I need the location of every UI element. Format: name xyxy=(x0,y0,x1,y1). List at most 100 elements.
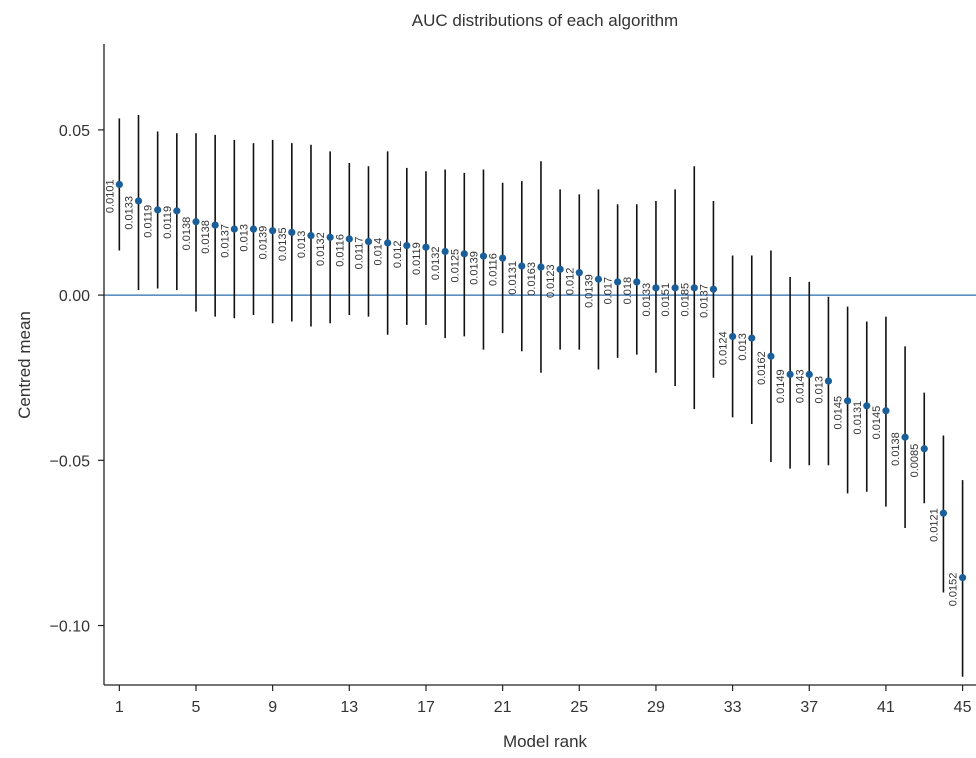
sd-label-36: 0.0149 xyxy=(775,369,787,403)
sd-label-23: 0.0163 xyxy=(526,262,538,296)
x-tick-label-33: 33 xyxy=(724,699,742,716)
mean-point-20 xyxy=(479,252,488,260)
sd-label-3: 0.0119 xyxy=(143,205,155,238)
sd-label-18: 0.0132 xyxy=(430,246,442,280)
x-tick-label-41: 41 xyxy=(877,699,895,716)
sd-label-5: 0.0138 xyxy=(181,217,193,251)
mean-point-23 xyxy=(537,263,545,271)
mean-point-34 xyxy=(748,334,756,342)
sd-label-32: 0.0137 xyxy=(698,284,710,318)
mean-point-38 xyxy=(824,377,833,385)
mean-point-44 xyxy=(939,509,948,517)
mean-point-41 xyxy=(882,407,890,415)
sd-label-40: 0.0131 xyxy=(852,401,864,435)
sd-label-17: 0.0119 xyxy=(411,242,423,275)
mean-point-21 xyxy=(499,254,507,262)
mean-point-40 xyxy=(863,402,871,410)
plot-area: 0.0101 0.0133 0.0119 0.0119 0.0138 0.0138 0.01… xyxy=(104,115,976,677)
mean-point-4 xyxy=(173,207,181,215)
mean-point-35 xyxy=(767,352,775,360)
x-axis-label: Model rank xyxy=(503,732,588,751)
sd-label-24: 0.0123 xyxy=(545,264,557,298)
mean-point-32 xyxy=(709,285,718,293)
mean-point-10 xyxy=(288,228,296,236)
sd-label-9: 0.0139 xyxy=(258,226,270,260)
sd-label-20: 0.0139 xyxy=(468,251,480,285)
mean-point-8 xyxy=(249,225,258,233)
sd-label-4: 0.0119 xyxy=(162,206,174,239)
mean-point-17 xyxy=(422,243,430,251)
mean-point-25 xyxy=(575,269,583,277)
x-tick-label-45: 45 xyxy=(954,699,972,716)
mean-point-14 xyxy=(364,237,373,246)
mean-point-26 xyxy=(594,275,603,283)
sd-label-26: 0.0139 xyxy=(583,274,595,308)
mean-point-42 xyxy=(901,433,909,441)
mean-point-18 xyxy=(441,247,449,256)
mean-point-7 xyxy=(230,225,238,233)
mean-point-39 xyxy=(843,397,852,405)
sd-label-27: 0.017 xyxy=(603,277,615,305)
mean-point-9 xyxy=(269,227,277,235)
y-tick-label-2: −0.05 xyxy=(50,453,91,470)
sd-label-45: 0.0152 xyxy=(948,573,960,607)
mean-point-12 xyxy=(326,233,334,241)
sd-label-19: 0.0125 xyxy=(449,249,461,283)
sd-label-2: 0.0133 xyxy=(123,196,135,230)
x-tick-label-25: 25 xyxy=(570,699,588,716)
sd-label-28: 0.018 xyxy=(622,277,634,305)
mean-point-22 xyxy=(518,262,526,270)
mean-point-37 xyxy=(805,370,813,379)
chart-title: AUC distributions of each algorithm xyxy=(412,11,678,30)
sd-label-10: 0.0135 xyxy=(277,227,289,261)
mean-point-29 xyxy=(652,284,660,292)
sd-label-22: 0.0131 xyxy=(507,261,519,295)
x-tick-label-1: 1 xyxy=(115,699,124,716)
sd-label-1: 0.0101 xyxy=(104,179,116,213)
x-tick-label-37: 37 xyxy=(800,699,818,716)
sd-label-11: 0.013 xyxy=(296,231,308,259)
mean-point-31 xyxy=(690,284,698,292)
mean-point-2 xyxy=(134,197,143,205)
x-tick-label-21: 21 xyxy=(494,699,512,716)
sd-label-14: 0.0117 xyxy=(353,237,365,270)
sd-label-34: 0.013 xyxy=(737,333,749,361)
mean-point-19 xyxy=(460,250,468,258)
mean-point-33 xyxy=(729,332,737,341)
mean-point-45 xyxy=(958,574,967,582)
sd-label-31: 0.0185 xyxy=(679,283,691,317)
sd-label-25: 0.012 xyxy=(564,268,576,296)
mean-point-30 xyxy=(671,284,679,292)
sd-label-21: 0.0116 xyxy=(488,253,500,286)
mean-point-16 xyxy=(403,241,411,250)
mean-point-36 xyxy=(786,370,794,379)
sd-label-38: 0.013 xyxy=(813,376,825,404)
mean-point-28 xyxy=(633,278,641,286)
x-tick-label-9: 9 xyxy=(268,699,277,716)
sd-label-33: 0.0124 xyxy=(718,331,730,365)
sd-label-16: 0.012 xyxy=(392,241,404,269)
sd-label-13: 0.0116 xyxy=(334,234,346,267)
y-axis-label: Centred mean xyxy=(15,311,34,419)
sd-label-12: 0.0132 xyxy=(315,232,327,266)
x-tick-label-29: 29 xyxy=(647,699,665,716)
sd-label-44: 0.0121 xyxy=(928,508,940,542)
sd-label-15: 0.014 xyxy=(373,238,385,266)
sd-label-41: 0.0145 xyxy=(871,406,883,440)
y-tick-label-1: 0.00 xyxy=(59,288,90,305)
mean-point-15 xyxy=(384,239,392,247)
x-tick-label-13: 13 xyxy=(340,699,358,716)
y-tick-label-3: −0.10 xyxy=(50,619,91,636)
mean-point-43 xyxy=(920,445,928,453)
x-tick-label-5: 5 xyxy=(192,699,201,716)
sd-label-7: 0.0137 xyxy=(219,224,231,258)
sd-label-39: 0.0145 xyxy=(833,396,845,430)
y-axis-ticks: 0.05 0.00 −0.05 −0.10 xyxy=(50,123,104,636)
mean-point-6 xyxy=(211,221,219,229)
sd-label-42: 0.0138 xyxy=(890,432,902,466)
y-tick-label-0: 0.05 xyxy=(59,123,90,140)
sd-label-6: 0.0138 xyxy=(200,220,212,254)
x-axis-ticks: 1 5 9 13 17 21 25 29 33 37 41 45 xyxy=(115,685,972,716)
sd-label-8: 0.013 xyxy=(238,224,250,252)
